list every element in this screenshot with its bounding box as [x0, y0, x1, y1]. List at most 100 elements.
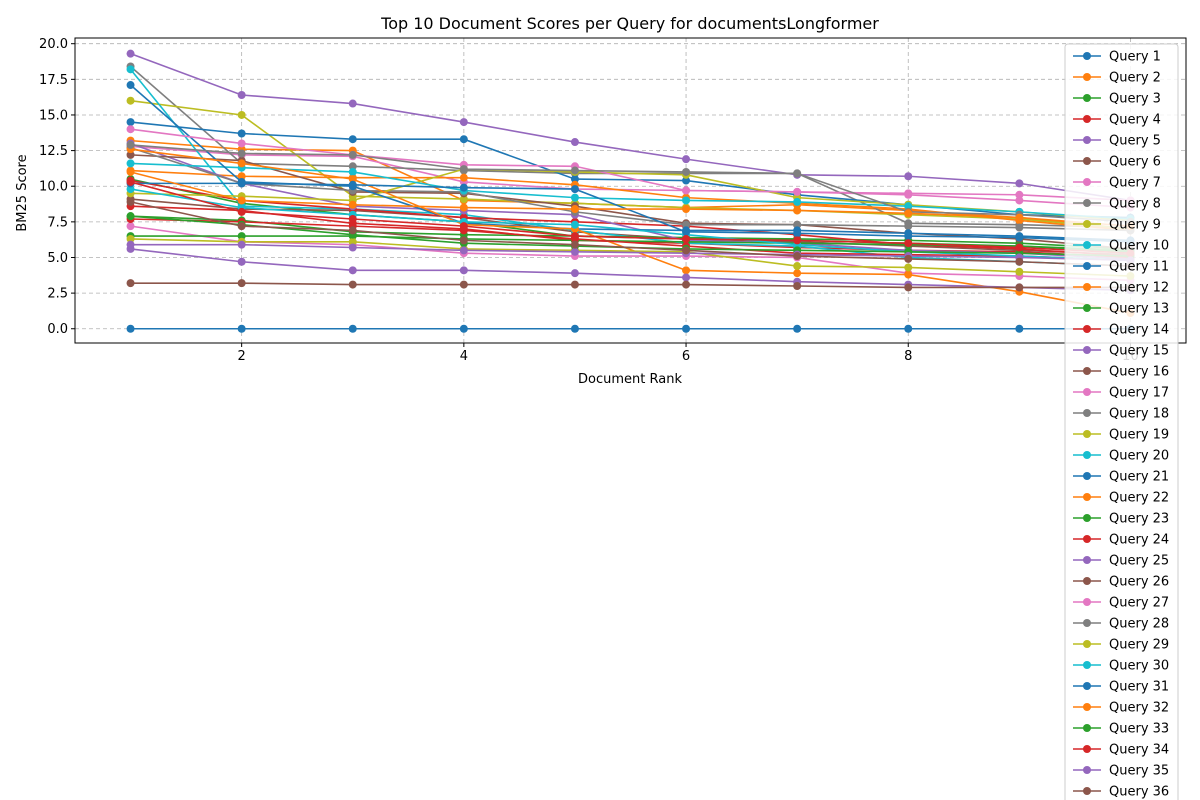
series-group	[126, 177, 1135, 258]
legend-entry: Query 36	[1073, 785, 1169, 800]
series-line	[130, 181, 1131, 255]
data-point	[570, 269, 579, 278]
data-point	[793, 187, 802, 196]
data-point	[904, 270, 913, 279]
legend-entry: Query 29	[1073, 638, 1169, 653]
legend-marker	[1083, 556, 1091, 564]
legend-label: Query 15	[1109, 344, 1169, 359]
data-point	[126, 222, 135, 231]
legend-marker	[1083, 346, 1091, 354]
legend-entry: Query 12	[1073, 281, 1169, 296]
data-point	[459, 118, 468, 127]
data-point	[126, 279, 135, 288]
data-point	[237, 324, 246, 333]
data-point	[348, 266, 357, 275]
data-point	[682, 196, 691, 205]
legend-marker	[1083, 703, 1091, 711]
legend-entry: Query 8	[1073, 197, 1161, 212]
data-point	[682, 234, 691, 243]
legend-entry: Query 14	[1073, 323, 1169, 338]
data-point	[237, 257, 246, 266]
legend-label: Query 33	[1109, 722, 1169, 737]
data-point	[348, 226, 357, 235]
legend-marker	[1083, 430, 1091, 438]
data-point	[237, 222, 246, 231]
data-point	[682, 273, 691, 282]
y-tick-label: 5.0	[47, 251, 68, 266]
series-line	[130, 215, 1131, 250]
legend-marker	[1083, 451, 1091, 459]
legend-entry: Query 4	[1073, 113, 1161, 128]
legend-label: Query 26	[1109, 575, 1169, 590]
data-point	[793, 324, 802, 333]
data-point	[570, 240, 579, 249]
data-point	[570, 280, 579, 289]
legend-entry: Query 21	[1073, 470, 1169, 485]
legend-marker	[1083, 766, 1091, 774]
legend-marker	[1083, 220, 1091, 228]
legend-marker	[1083, 388, 1091, 396]
series-line	[130, 188, 1131, 262]
data-point	[459, 236, 468, 245]
series-line	[130, 148, 1131, 314]
data-point	[793, 236, 802, 245]
series-line	[130, 179, 1131, 257]
legend-entry: Query 19	[1073, 428, 1169, 443]
data-point	[904, 239, 913, 248]
data-point	[904, 263, 913, 272]
legend-label: Query 12	[1109, 281, 1169, 296]
legend-marker	[1083, 514, 1091, 522]
legend-box	[1064, 43, 1179, 800]
data-point	[793, 252, 802, 261]
y-tick-label: 0.0	[47, 322, 68, 337]
legend-entry: Query 10	[1073, 239, 1169, 254]
legend-entry: Query 23	[1073, 512, 1169, 527]
legend-label: Query 35	[1109, 764, 1169, 779]
series-line	[130, 198, 1131, 256]
legend-marker	[1083, 409, 1091, 417]
data-point	[904, 254, 913, 263]
legend-label: Query 34	[1109, 743, 1169, 758]
series-line	[130, 238, 1131, 277]
legend-marker	[1083, 199, 1091, 207]
legend-entry: Query 33	[1073, 722, 1169, 737]
axis-ticks: 2468100.02.55.07.510.012.515.017.520.0	[39, 37, 1139, 364]
data-point	[237, 240, 246, 249]
data-point	[126, 324, 135, 333]
data-point	[570, 138, 579, 147]
data-point	[126, 118, 135, 127]
data-point	[1015, 267, 1024, 276]
legend-entry: Query 25	[1073, 554, 1169, 569]
x-tick-label: 2	[238, 349, 246, 364]
legend-marker	[1083, 94, 1091, 102]
legend-label: Query 13	[1109, 302, 1169, 317]
data-point	[237, 159, 246, 168]
data-point	[237, 232, 246, 241]
data-point	[459, 173, 468, 182]
y-tick-label: 10.0	[39, 180, 68, 195]
data-point	[459, 203, 468, 212]
data-point	[1015, 179, 1024, 188]
data-point	[237, 196, 246, 205]
legend-label: Query 25	[1109, 554, 1169, 569]
legend-label: Query 5	[1109, 134, 1161, 149]
data-point	[348, 99, 357, 108]
data-point	[126, 125, 135, 134]
y-tick-label: 12.5	[39, 144, 68, 159]
data-point	[682, 280, 691, 289]
legend-marker	[1083, 472, 1091, 480]
legend-entry: Query 6	[1073, 155, 1161, 170]
legend-label: Query 22	[1109, 491, 1169, 506]
data-point	[126, 240, 135, 249]
data-point	[237, 179, 246, 188]
series-line	[130, 182, 1131, 243]
y-axis-label: BM25 Score	[15, 154, 30, 231]
legend-marker	[1083, 535, 1091, 543]
data-point	[459, 183, 468, 192]
legend-label: Query 10	[1109, 239, 1169, 254]
data-point	[348, 215, 357, 224]
data-point	[682, 246, 691, 255]
data-point	[682, 220, 691, 229]
series-line	[130, 99, 1131, 230]
legend-marker	[1083, 724, 1091, 732]
